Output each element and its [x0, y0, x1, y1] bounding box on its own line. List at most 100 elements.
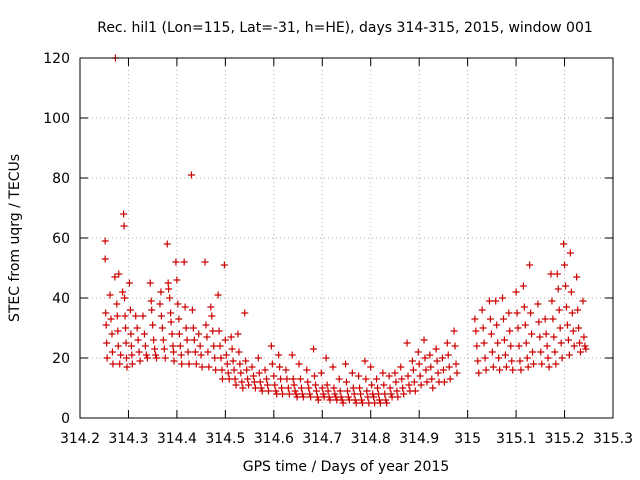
data-point: [125, 279, 133, 287]
data-point: [268, 360, 276, 368]
data-point: [433, 357, 441, 365]
data-point: [486, 315, 494, 323]
data-point: [562, 282, 570, 290]
data-point: [383, 399, 391, 407]
data-point: [394, 393, 402, 401]
data-point: [522, 339, 530, 347]
data-point: [513, 309, 521, 317]
data-point: [563, 321, 571, 329]
data-point: [580, 333, 588, 341]
data-point: [107, 315, 115, 323]
data-point: [228, 345, 236, 353]
data-point: [558, 354, 566, 362]
data-point: [434, 369, 442, 377]
data-point: [160, 345, 168, 353]
data-point: [152, 351, 160, 359]
data-point: [438, 354, 446, 362]
data-point: [480, 339, 488, 347]
data-point: [450, 327, 458, 335]
plot-frame: [79, 57, 614, 419]
data-point: [446, 375, 454, 383]
data-point: [166, 294, 174, 302]
data-point: [141, 342, 149, 350]
data-point: [275, 351, 283, 359]
data-point: [421, 354, 429, 362]
data-point: [545, 363, 553, 371]
data-point: [453, 369, 461, 377]
data-point: [576, 339, 584, 347]
data-point: [282, 366, 290, 374]
data-point: [337, 393, 345, 401]
x-tick-label: 314.6: [254, 431, 294, 447]
data-point: [150, 336, 158, 344]
data-point: [343, 378, 350, 386]
data-point: [181, 303, 189, 311]
data-point: [278, 384, 286, 392]
data-point: [151, 345, 159, 353]
data-point: [528, 330, 536, 338]
data-point: [382, 396, 390, 404]
data-point: [185, 360, 193, 368]
data-point: [380, 381, 388, 389]
data-point: [108, 330, 116, 338]
data-point: [256, 378, 264, 386]
data-point: [536, 333, 544, 341]
data-point: [439, 366, 447, 374]
data-point: [520, 303, 528, 311]
data-point: [537, 348, 545, 356]
data-point: [283, 375, 291, 383]
data-point: [119, 288, 127, 296]
data-point: [120, 210, 128, 218]
data-point: [135, 348, 143, 356]
data-point: [445, 363, 453, 371]
data-point: [541, 315, 549, 323]
data-point: [123, 354, 131, 362]
data-point: [313, 393, 321, 401]
data-point: [562, 303, 570, 311]
data-point: [398, 375, 406, 383]
data-point: [306, 390, 314, 398]
data-point: [288, 351, 296, 359]
data-point: [326, 396, 334, 404]
data-point: [182, 324, 190, 332]
data-point: [147, 297, 155, 305]
data-point: [292, 390, 300, 398]
data-point: [237, 369, 245, 377]
data-point: [432, 345, 440, 353]
data-point: [471, 315, 479, 323]
data-point: [305, 384, 313, 392]
data-point: [236, 360, 244, 368]
data-point: [109, 360, 117, 368]
data-point: [188, 306, 196, 314]
data-point: [232, 381, 240, 389]
data-point: [263, 375, 271, 383]
data-point: [516, 357, 524, 365]
data-point: [538, 360, 546, 368]
data-point: [489, 363, 497, 371]
data-point: [178, 360, 186, 368]
data-point: [113, 300, 121, 308]
data-point: [258, 387, 266, 395]
data-point: [570, 342, 578, 350]
data-point: [198, 363, 206, 371]
data-point: [167, 309, 175, 317]
data-point: [175, 315, 183, 323]
data-point: [397, 363, 405, 371]
data-point: [482, 366, 490, 374]
grid-lines: [80, 58, 613, 418]
data-point: [146, 279, 154, 287]
data-point: [524, 363, 532, 371]
data-point: [557, 339, 565, 347]
data-point: [159, 336, 167, 344]
data-point: [499, 294, 507, 302]
data-point: [319, 390, 327, 398]
data-point: [414, 348, 422, 356]
data-point: [113, 312, 121, 320]
data-point: [488, 348, 496, 356]
data-point: [277, 375, 285, 383]
x-tick-label: 315.3: [593, 431, 633, 447]
data-point: [381, 390, 389, 398]
data-point: [472, 327, 480, 335]
data-point: [123, 363, 131, 371]
